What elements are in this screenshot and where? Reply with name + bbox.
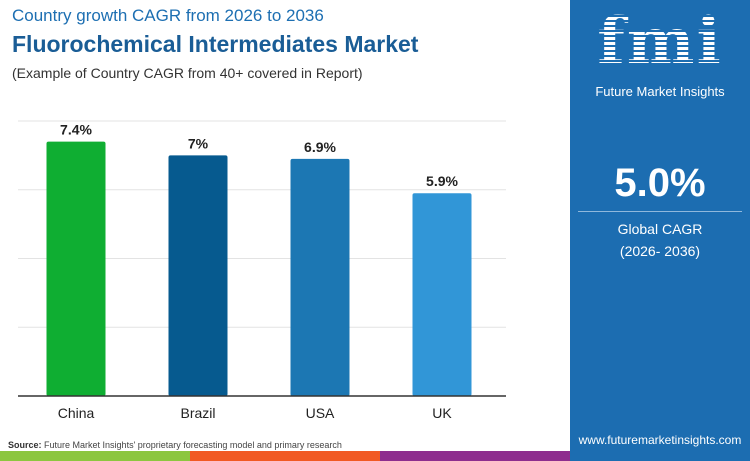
website-link[interactable]: www.futuremarketinsights.com [578, 433, 742, 447]
global-cagr-period: (2026- 2036) [619, 243, 701, 259]
data-label: 7.4% [60, 122, 92, 138]
chart-subtitle: Country growth CAGR from 2026 to 2036 [12, 6, 324, 25]
bar-china [46, 141, 106, 396]
source-note: Source: Future Market Insights' propriet… [8, 440, 342, 451]
data-label: 5.9% [426, 173, 458, 189]
global-cagr-value: 5.0% [614, 161, 706, 205]
stripe-green [0, 451, 190, 461]
logo-subtitle: Future Market Insights [595, 84, 725, 99]
x-tick-label: Brazil [180, 405, 215, 421]
source-label: Source: [8, 440, 42, 450]
bar-usa [290, 158, 350, 396]
source-text: Future Market Insights' proprietary fore… [44, 440, 342, 450]
stripe-purple [380, 451, 570, 461]
stripe-blue [570, 451, 750, 461]
bar-uk [412, 193, 472, 396]
data-label: 6.9% [304, 139, 336, 155]
chart-title: Fluorochemical Intermediates Market [12, 31, 419, 57]
x-tick-label: China [58, 405, 95, 421]
stripe-orange [190, 451, 380, 461]
divider [578, 211, 742, 212]
data-label: 7% [188, 135, 209, 151]
x-tick-label: UK [432, 405, 452, 421]
global-cagr-text: Global CAGR [617, 221, 703, 237]
bar-brazil [168, 155, 228, 396]
x-tick-label: USA [306, 405, 335, 421]
logo-mark: fmi [570, 2, 750, 82]
fmi-logo: fmi Future Market Insights [570, 2, 750, 100]
bar-chart: 7.4% China 7% Brazil 6.9% USA 5.9% UK [18, 120, 506, 421]
chart-note: (Example of Country CAGR from 40+ covere… [12, 65, 363, 81]
global-cagr-label: Global CAGR (2026- 2036) [570, 219, 750, 263]
info-panel: fmi Future Market Insights 5.0% Global C… [570, 0, 750, 451]
